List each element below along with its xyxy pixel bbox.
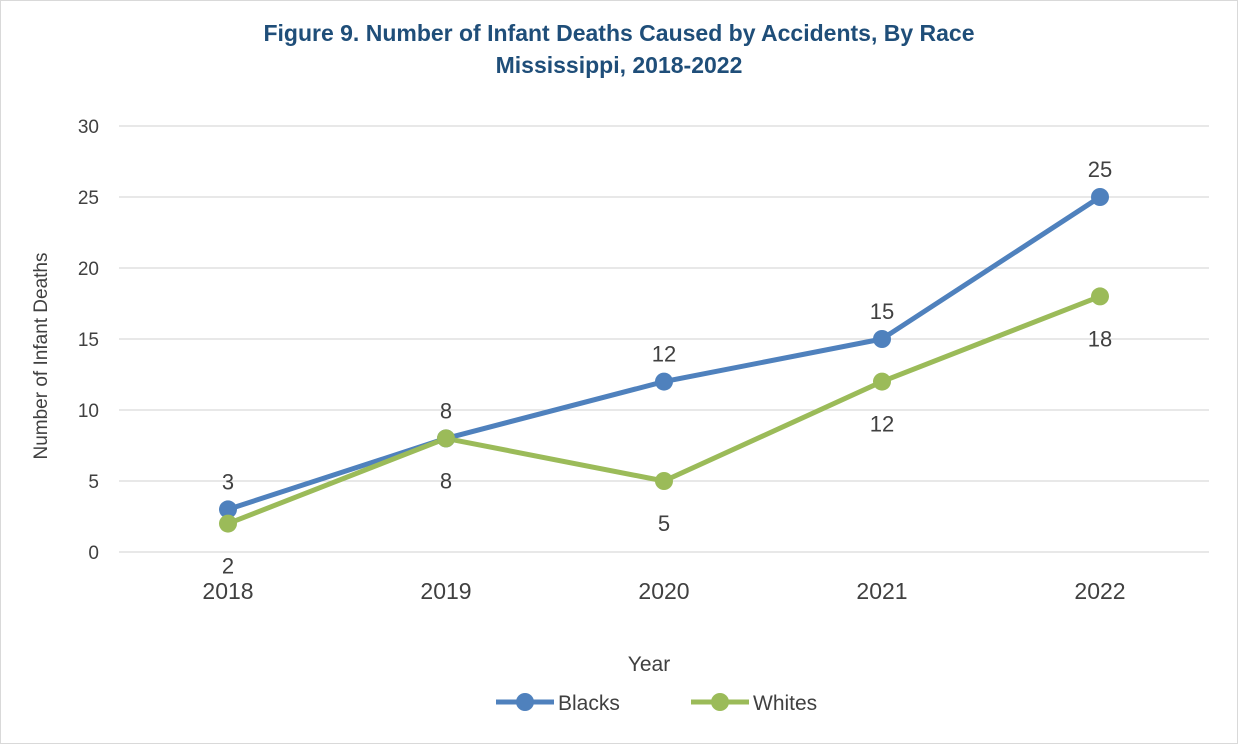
data-labels: 3 8 12 15 25 2 8 5 12 18 xyxy=(222,157,1112,579)
y-tick-label: 10 xyxy=(78,401,99,422)
data-point-blacks xyxy=(1091,188,1109,206)
legend-marker-blacks xyxy=(516,693,534,711)
y-axis-label: Number of Infant Deaths xyxy=(31,253,52,460)
y-tick-label: 20 xyxy=(78,259,99,280)
data-point-whites xyxy=(219,514,237,533)
chart-title-line-1: Figure 9. Number of Infant Deaths Caused… xyxy=(263,20,975,46)
y-axis-ticks: 0 5 10 15 20 25 30 xyxy=(78,117,99,564)
data-label-whites: 5 xyxy=(658,511,670,536)
series-group xyxy=(219,188,1109,533)
y-tick-label: 5 xyxy=(88,472,99,493)
x-tick-label: 2019 xyxy=(420,578,471,604)
data-point-whites xyxy=(437,429,455,448)
data-label-blacks: 25 xyxy=(1088,157,1112,182)
data-point-whites xyxy=(873,372,891,391)
data-label-whites: 2 xyxy=(222,554,234,579)
legend-label-blacks: Blacks xyxy=(558,692,620,715)
legend: Blacks Whites xyxy=(496,692,817,715)
data-point-whites xyxy=(1091,287,1109,306)
y-tick-label: 0 xyxy=(88,543,99,564)
data-point-whites xyxy=(655,472,673,490)
data-point-blacks xyxy=(655,372,673,391)
chart-title: Figure 9. Number of Infant Deaths Caused… xyxy=(1,17,1237,81)
legend-marker-whites xyxy=(711,693,729,711)
data-label-whites: 18 xyxy=(1088,326,1112,351)
data-label-whites: 12 xyxy=(870,412,894,437)
data-label-blacks: 8 xyxy=(440,398,452,423)
data-label-blacks: 15 xyxy=(870,299,894,324)
data-label-blacks: 12 xyxy=(652,342,676,367)
gridlines xyxy=(119,125,1209,553)
y-tick-label: 15 xyxy=(78,330,99,351)
y-tick-label: 30 xyxy=(78,117,99,138)
data-label-whites: 8 xyxy=(440,468,452,493)
x-tick-label: 2020 xyxy=(638,578,689,604)
data-point-blacks xyxy=(873,330,891,348)
data-point-blacks xyxy=(219,500,237,519)
x-axis-label: Year xyxy=(628,653,670,676)
chart-title-line-2: Mississippi, 2018-2022 xyxy=(495,52,743,78)
x-tick-label: 2022 xyxy=(1074,578,1125,604)
x-tick-label: 2021 xyxy=(856,578,907,604)
legend-label-whites: Whites xyxy=(753,692,817,715)
x-tick-label: 2018 xyxy=(202,578,253,604)
data-label-blacks: 3 xyxy=(222,469,234,494)
x-axis-ticks: 2018 2019 2020 2021 2022 xyxy=(202,578,1125,604)
y-tick-label: 25 xyxy=(78,188,99,209)
